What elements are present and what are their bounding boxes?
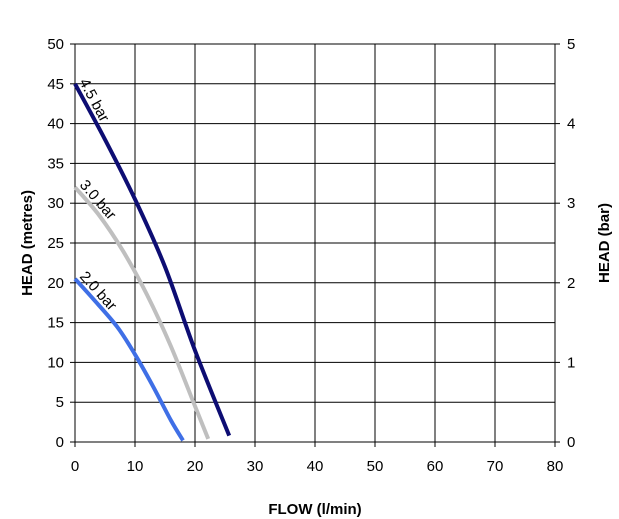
y-tick-label-right: 3 bbox=[567, 195, 575, 212]
x-tick-label: 50 bbox=[367, 458, 384, 475]
y-axis-title-right: HEAD (bar) bbox=[596, 203, 613, 283]
x-axis-title: FLOW (l/min) bbox=[268, 501, 361, 518]
x-tick-label: 0 bbox=[71, 458, 79, 475]
y-tick-label-left: 35 bbox=[47, 155, 64, 172]
y-tick-label-left: 10 bbox=[47, 354, 64, 371]
y-tick-label-right: 2 bbox=[567, 275, 575, 292]
y-tick-label-left: 15 bbox=[47, 315, 64, 332]
y-tick-label-left: 50 bbox=[47, 36, 64, 53]
y-tick-label-left: 45 bbox=[47, 76, 64, 93]
y-tick-label-right: 1 bbox=[567, 354, 575, 371]
left-tick-labels: 0 5 10 15 20 25 30 35 40 45 50 bbox=[47, 36, 64, 451]
y-tick-label-left: 0 bbox=[56, 434, 64, 451]
series-line bbox=[73, 185, 211, 440]
right-tick-labels: 0 1 2 3 4 5 bbox=[567, 36, 575, 451]
y-tick-label-right: 4 bbox=[567, 116, 575, 133]
x-tick-labels: 0 10 20 30 40 50 60 70 80 bbox=[71, 458, 564, 475]
series-line bbox=[73, 277, 185, 442]
series-line bbox=[73, 82, 232, 437]
x-tick-label: 20 bbox=[187, 458, 204, 475]
y-tick-label-left: 30 bbox=[47, 195, 64, 212]
y-tick-label-left: 20 bbox=[47, 275, 64, 292]
y-tick-label-right: 0 bbox=[567, 434, 575, 451]
y-axis-title-left: HEAD (metres) bbox=[19, 190, 36, 296]
x-tick-label: 40 bbox=[307, 458, 324, 475]
x-tick-label: 70 bbox=[487, 458, 504, 475]
y-tick-label-left: 5 bbox=[56, 394, 64, 411]
axis-ticks bbox=[70, 43, 560, 447]
x-tick-label: 30 bbox=[247, 458, 264, 475]
x-tick-label: 80 bbox=[547, 458, 564, 475]
y-tick-label-right: 5 bbox=[567, 36, 575, 53]
x-tick-label: 10 bbox=[127, 458, 144, 475]
series-lines bbox=[73, 82, 232, 442]
x-tick-label: 60 bbox=[427, 458, 444, 475]
y-tick-label-left: 40 bbox=[47, 116, 64, 133]
y-tick-label-left: 25 bbox=[47, 235, 64, 252]
gridlines bbox=[75, 44, 555, 442]
